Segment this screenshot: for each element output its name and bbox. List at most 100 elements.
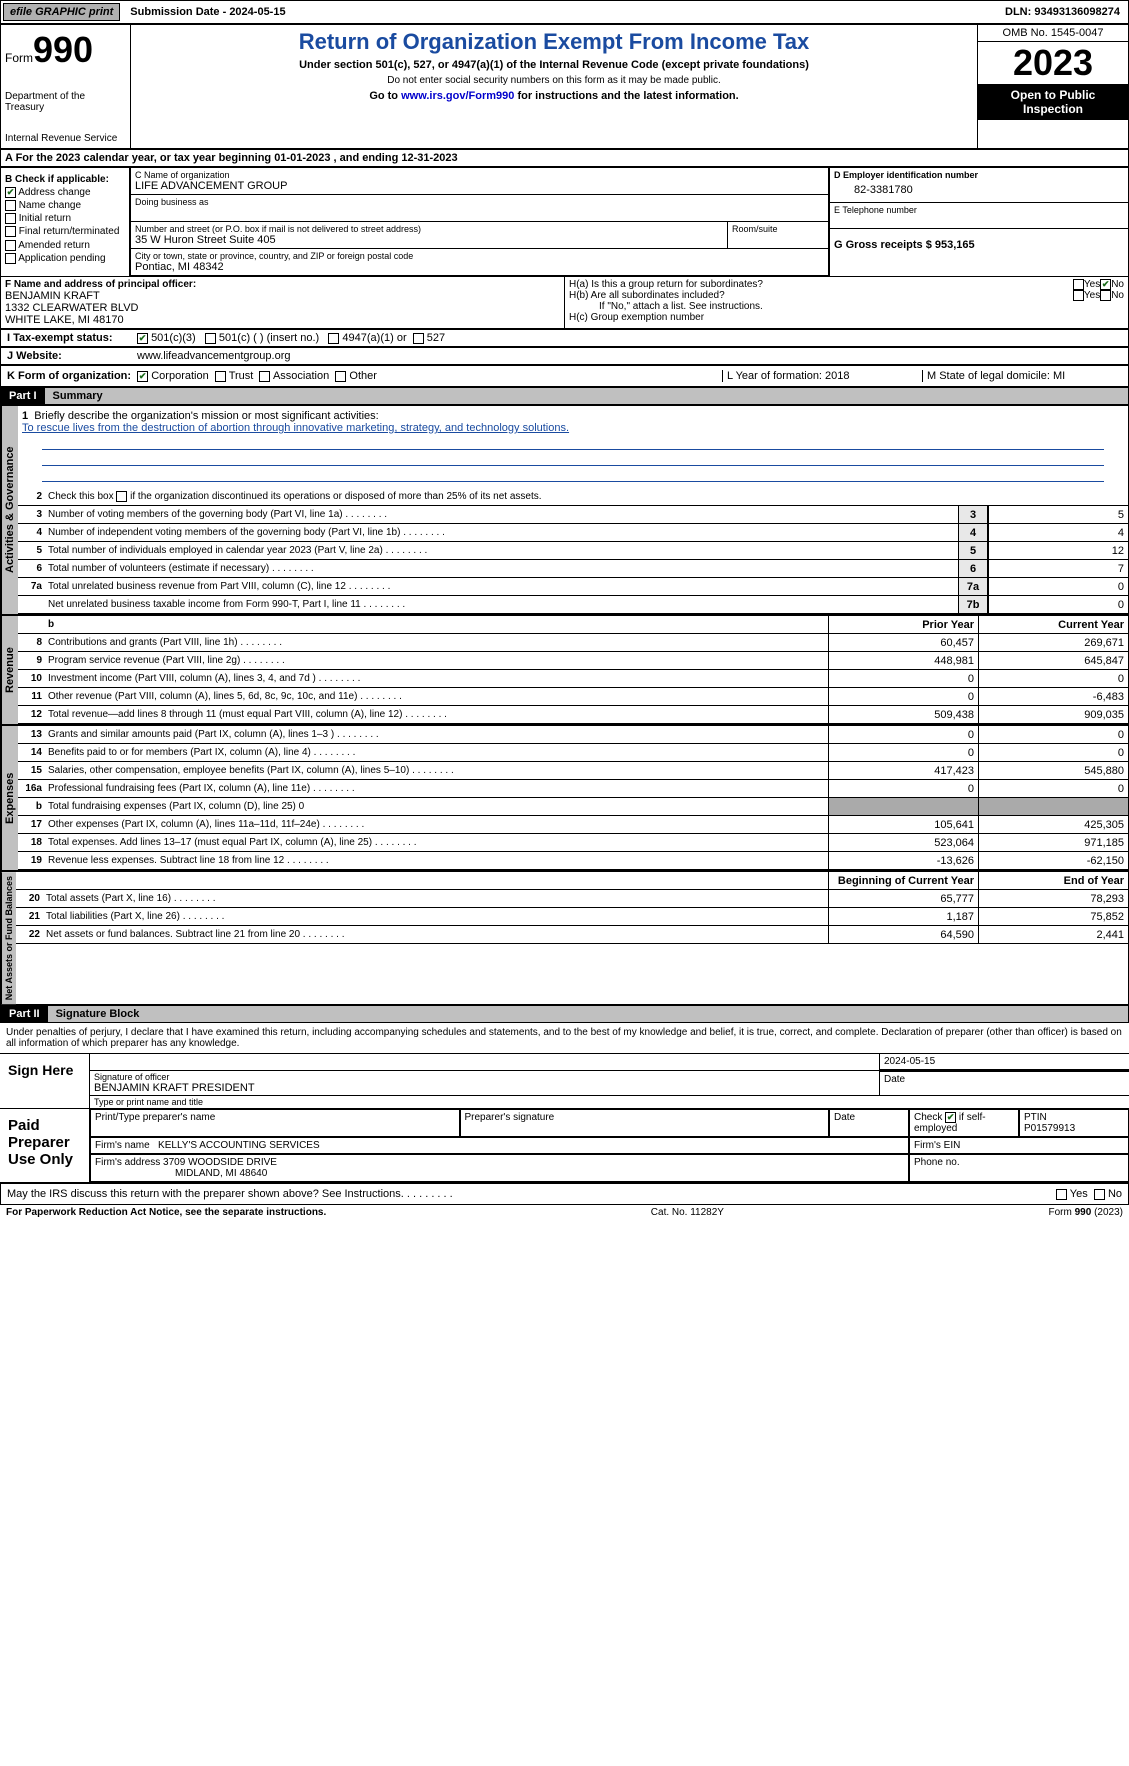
line-16a: Professional fundraising fees (Part IX, …	[48, 781, 828, 796]
line-18-current: 971,185	[978, 834, 1128, 851]
line-22: Net assets or fund balances. Subtract li…	[46, 927, 828, 942]
ha-label: H(a) Is this a group return for subordin…	[569, 279, 1073, 290]
line-12-current: 909,035	[978, 706, 1128, 723]
e-label: E Telephone number	[834, 205, 1124, 215]
mission-text: To rescue lives from the destruction of …	[22, 422, 569, 434]
line-5-val: 12	[988, 542, 1128, 559]
submission-date: Submission Date - 2024-05-15	[122, 4, 293, 20]
line-15: Salaries, other compensation, employee b…	[48, 763, 828, 778]
line-13-prior: 0	[828, 726, 978, 743]
side-governance: Activities & Governance	[1, 406, 18, 614]
form-subtitle: Under section 501(c), 527, or 4947(a)(1)…	[135, 59, 973, 71]
line-22-current: 2,441	[978, 926, 1128, 943]
chk-final-return[interactable]	[5, 226, 16, 237]
line-21: Total liabilities (Part X, line 26)	[46, 909, 828, 924]
org-address: 35 W Huron Street Suite 405	[135, 234, 723, 246]
firm-name: KELLY'S ACCOUNTING SERVICES	[158, 1140, 320, 1151]
prior-year-hdr: Prior Year	[828, 616, 978, 633]
chk-corp[interactable]	[137, 371, 148, 382]
row-i: I Tax-exempt status: 501(c)(3) 501(c) ( …	[0, 329, 1129, 347]
chk-self-employed[interactable]	[945, 1112, 956, 1123]
line-11: Other revenue (Part VIII, column (A), li…	[48, 689, 828, 704]
discuss-row: May the IRS discuss this return with the…	[0, 1183, 1129, 1205]
line-3-val: 5	[988, 506, 1128, 523]
col-b-title: B Check if applicable:	[5, 174, 125, 185]
line-15-current: 545,880	[978, 762, 1128, 779]
officer-name: BENJAMIN KRAFT	[5, 290, 560, 302]
line-4: Number of independent voting members of …	[48, 525, 958, 540]
chk-app-pending[interactable]	[5, 253, 16, 264]
chk-501c[interactable]	[205, 333, 216, 344]
row-k: K Form of organization: Corporation Trus…	[0, 365, 1129, 387]
firm-addr2: MIDLAND, MI 48640	[95, 1168, 267, 1179]
line-6: Total number of volunteers (estimate if …	[48, 561, 958, 576]
ssn-warning: Do not enter social security numbers on …	[135, 75, 973, 86]
org-name: LIFE ADVANCEMENT GROUP	[135, 180, 824, 192]
line-21-prior: 1,187	[828, 908, 978, 925]
cat-no: Cat. No. 11282Y	[651, 1207, 724, 1218]
irs-label: Internal Revenue Service	[5, 133, 126, 144]
discuss-no[interactable]	[1094, 1189, 1105, 1200]
line-7b-val: 0	[988, 596, 1128, 613]
form-number: 990	[33, 29, 93, 70]
officer-addr1: 1332 CLEARWATER BLVD	[5, 302, 560, 314]
row-j: J Website: www.lifeadvancementgroup.org	[0, 347, 1129, 365]
chk-discontinued[interactable]	[116, 491, 127, 502]
side-revenue: Revenue	[1, 616, 18, 724]
addr-label: Number and street (or P.O. box if mail i…	[135, 224, 723, 234]
hb-yes[interactable]	[1073, 290, 1084, 301]
line-5: Total number of individuals employed in …	[48, 543, 958, 558]
part1-header: Part I Summary	[0, 387, 1129, 405]
efile-print-button[interactable]: efile GRAPHIC print	[3, 3, 120, 21]
line-8-prior: 60,457	[828, 634, 978, 651]
paperwork-notice: For Paperwork Reduction Act Notice, see …	[6, 1207, 326, 1218]
line-17-prior: 105,641	[828, 816, 978, 833]
side-netassets: Net Assets or Fund Balances	[1, 872, 16, 1004]
chk-amended[interactable]	[5, 240, 16, 251]
org-city: Pontiac, MI 48342	[135, 261, 824, 273]
line-22-prior: 64,590	[828, 926, 978, 943]
line-7a: Total unrelated business revenue from Pa…	[48, 579, 958, 594]
dba-label: Doing business as	[135, 197, 824, 207]
line-16b: Total fundraising expenses (Part IX, col…	[48, 799, 828, 814]
sig-date: 2024-05-15	[884, 1056, 935, 1067]
chk-other[interactable]	[335, 371, 346, 382]
dept-treasury: Department of the Treasury	[5, 91, 126, 113]
chk-address-change[interactable]	[5, 187, 16, 198]
hb-no[interactable]	[1100, 290, 1111, 301]
form-header: Form990 Department of the Treasury Inter…	[0, 24, 1129, 149]
line-9-prior: 448,981	[828, 652, 978, 669]
ein: 82-3381780	[834, 180, 1124, 200]
hb-note: If "No," attach a list. See instructions…	[569, 301, 1124, 312]
line-20: Total assets (Part X, line 16)	[46, 891, 828, 906]
discuss-yes[interactable]	[1056, 1189, 1067, 1200]
line-20-current: 78,293	[978, 890, 1128, 907]
year-formation: L Year of formation: 2018	[722, 370, 922, 382]
line2: Check this box if the organization disco…	[48, 489, 1128, 504]
dln: DLN: 93493136098274	[997, 4, 1128, 20]
gross-receipts: G Gross receipts $ 953,165	[834, 231, 1124, 251]
line-15-prior: 417,423	[828, 762, 978, 779]
sign-here-label: Sign Here	[0, 1054, 90, 1108]
irs-link[interactable]: www.irs.gov/Form990	[401, 90, 514, 102]
d-label: D Employer identification number	[834, 170, 1124, 180]
ha-yes[interactable]	[1073, 279, 1084, 290]
chk-527[interactable]	[413, 333, 424, 344]
chk-assoc[interactable]	[259, 371, 270, 382]
chk-trust[interactable]	[215, 371, 226, 382]
line-11-current: -6,483	[978, 688, 1128, 705]
end-year-hdr: End of Year	[978, 872, 1128, 889]
line-13-current: 0	[978, 726, 1128, 743]
footer: For Paperwork Reduction Act Notice, see …	[0, 1205, 1129, 1220]
line-7b: Net unrelated business taxable income fr…	[48, 597, 958, 612]
chk-4947[interactable]	[328, 333, 339, 344]
chk-name-change[interactable]	[5, 200, 16, 211]
hb-label: H(b) Are all subordinates included?	[569, 290, 1073, 301]
topbar: efile GRAPHIC print Submission Date - 20…	[0, 0, 1129, 24]
chk-501c3[interactable]	[137, 333, 148, 344]
line-8: Contributions and grants (Part VIII, lin…	[48, 635, 828, 650]
chk-initial-return[interactable]	[5, 213, 16, 224]
line-9-current: 645,847	[978, 652, 1128, 669]
line-10-prior: 0	[828, 670, 978, 687]
ha-no[interactable]	[1100, 279, 1111, 290]
